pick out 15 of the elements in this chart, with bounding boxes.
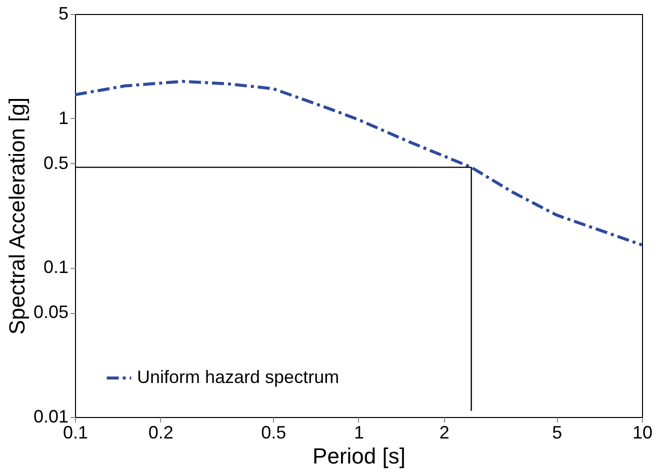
y-tick-label: 1 xyxy=(58,108,68,128)
x-tick-label: 5 xyxy=(552,422,562,442)
legend-label: Uniform hazard spectrum xyxy=(137,367,340,387)
x-tick-label: 10 xyxy=(632,422,653,442)
y-tick-label: 5 xyxy=(58,4,68,24)
y-tick-label: 0.1 xyxy=(43,257,68,278)
y-tick-label: 0.01 xyxy=(33,406,68,426)
x-tick-label: 2 xyxy=(439,422,450,442)
x-tick-label: 1 xyxy=(354,422,364,442)
x-axis-title: Period [s] xyxy=(312,444,406,468)
y-tick-label: 0.05 xyxy=(33,302,68,322)
x-tick-label: 0.2 xyxy=(148,422,174,442)
y-axis-title: Spectral Acceleration [g] xyxy=(4,97,30,335)
y-tick-label: 0.5 xyxy=(43,152,68,173)
x-tick-label: 0.5 xyxy=(261,422,286,442)
